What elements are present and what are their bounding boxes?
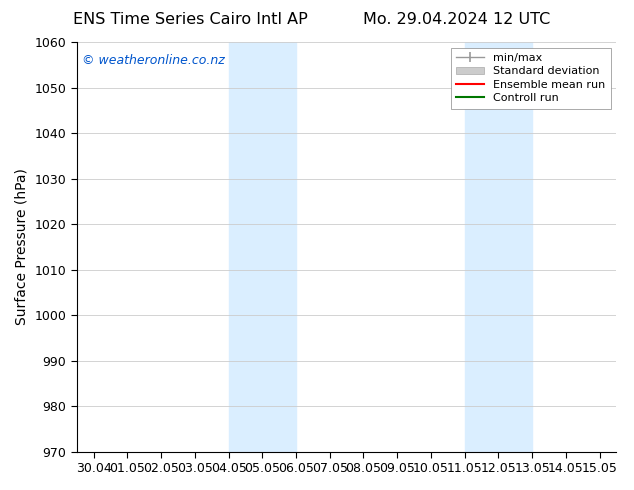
Legend: min/max, Standard deviation, Ensemble mean run, Controll run: min/max, Standard deviation, Ensemble me… — [451, 48, 611, 109]
Text: Mo. 29.04.2024 12 UTC: Mo. 29.04.2024 12 UTC — [363, 12, 550, 27]
Text: ENS Time Series Cairo Intl AP: ENS Time Series Cairo Intl AP — [73, 12, 307, 27]
Text: © weatheronline.co.nz: © weatheronline.co.nz — [82, 54, 225, 67]
Bar — [229, 42, 296, 452]
Y-axis label: Surface Pressure (hPa): Surface Pressure (hPa) — [15, 169, 29, 325]
Bar — [465, 42, 532, 452]
